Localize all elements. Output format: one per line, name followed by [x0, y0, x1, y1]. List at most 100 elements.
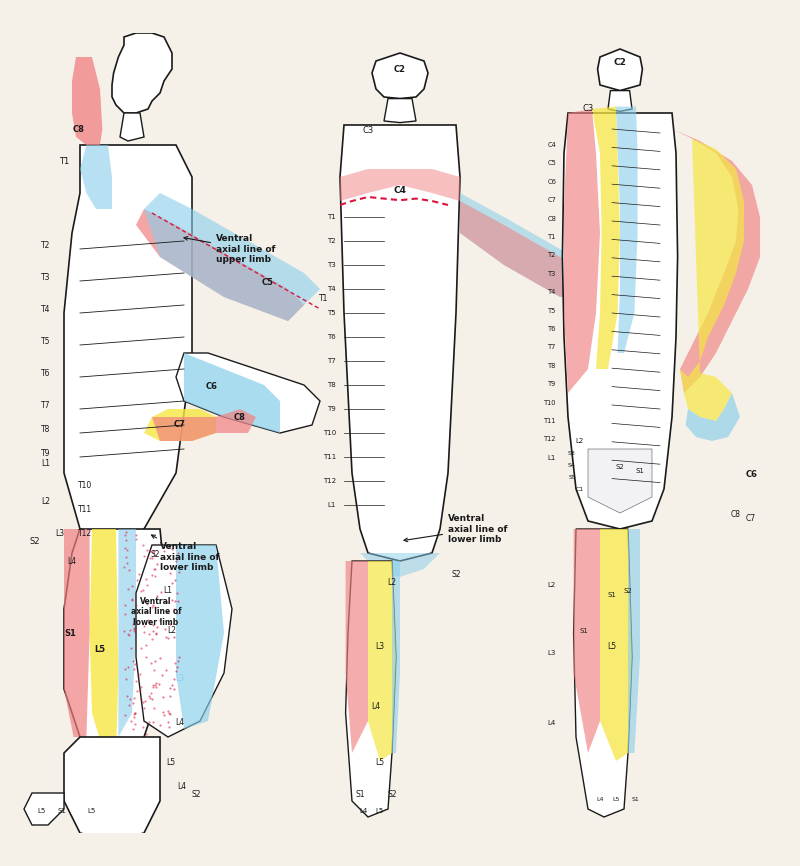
Text: L4: L4 [360, 808, 368, 814]
Text: C1: C1 [576, 487, 584, 492]
Text: L1: L1 [42, 459, 50, 468]
Text: C6: C6 [746, 470, 758, 479]
Polygon shape [176, 353, 320, 433]
Text: T3: T3 [548, 271, 556, 277]
Text: T8: T8 [548, 363, 556, 369]
Polygon shape [460, 193, 608, 297]
Polygon shape [392, 561, 400, 753]
Polygon shape [136, 209, 304, 321]
Polygon shape [372, 53, 428, 99]
Text: C6: C6 [547, 178, 556, 184]
Text: S1: S1 [579, 628, 589, 634]
Text: L3: L3 [55, 528, 64, 538]
Text: T7: T7 [41, 400, 50, 410]
Text: T11: T11 [544, 418, 556, 424]
Text: L1: L1 [328, 502, 336, 508]
Polygon shape [574, 529, 632, 817]
Text: T1: T1 [59, 157, 69, 165]
Text: T5: T5 [41, 337, 50, 346]
Text: C5: C5 [262, 278, 274, 287]
Text: S2: S2 [451, 570, 461, 579]
Text: T2: T2 [327, 238, 336, 244]
Text: Ventral
axial line of
lower limb: Ventral axial line of lower limb [404, 514, 507, 544]
Polygon shape [628, 529, 640, 753]
Text: T9: T9 [41, 449, 50, 457]
Text: T2: T2 [41, 241, 50, 249]
Text: L2: L2 [548, 582, 556, 588]
Text: T4: T4 [548, 289, 556, 295]
Text: T6: T6 [327, 334, 336, 340]
Text: T11: T11 [78, 505, 92, 514]
Text: L2: L2 [42, 496, 50, 506]
Text: S1: S1 [635, 468, 645, 474]
Text: T2: T2 [548, 252, 556, 258]
Text: S2: S2 [616, 464, 624, 470]
Polygon shape [564, 109, 600, 393]
Text: C6: C6 [206, 382, 218, 391]
Text: L5: L5 [166, 758, 176, 767]
Polygon shape [598, 49, 642, 91]
Text: C2: C2 [614, 58, 626, 67]
Polygon shape [346, 561, 368, 753]
Text: T1: T1 [548, 234, 556, 240]
Text: L3: L3 [175, 674, 185, 683]
Text: C8: C8 [234, 413, 246, 423]
Text: T3: T3 [41, 273, 50, 281]
Text: S4: S4 [568, 462, 576, 468]
Text: L5: L5 [375, 758, 385, 767]
Text: Ventral
axial line of
lower limb: Ventral axial line of lower limb [130, 597, 182, 627]
Polygon shape [64, 529, 168, 753]
Text: S2: S2 [150, 550, 160, 559]
Text: C3: C3 [362, 126, 374, 135]
Text: C8: C8 [73, 125, 84, 133]
Text: T9: T9 [548, 381, 556, 387]
Polygon shape [90, 529, 118, 753]
Text: S2: S2 [30, 537, 40, 546]
Text: Ventral
axial line of
upper limb: Ventral axial line of upper limb [184, 234, 275, 264]
Text: C5: C5 [547, 160, 556, 166]
Text: L1: L1 [548, 455, 556, 461]
Polygon shape [686, 393, 740, 441]
Text: L5: L5 [376, 808, 384, 814]
Text: L4: L4 [67, 557, 76, 565]
Text: T10: T10 [78, 481, 92, 489]
Text: L3: L3 [548, 650, 556, 656]
Text: S3: S3 [568, 450, 576, 456]
Text: T7: T7 [548, 345, 556, 351]
Polygon shape [574, 529, 600, 753]
Text: C8: C8 [547, 216, 556, 222]
Polygon shape [112, 33, 172, 113]
Text: L5: L5 [38, 808, 46, 814]
Text: L2: L2 [167, 626, 177, 635]
Text: C7: C7 [746, 514, 755, 523]
Text: T4: T4 [327, 286, 336, 292]
Polygon shape [72, 57, 102, 145]
Polygon shape [176, 545, 224, 729]
Text: S5: S5 [568, 475, 576, 480]
Polygon shape [588, 449, 652, 513]
Text: L2: L2 [576, 437, 584, 443]
Polygon shape [360, 553, 440, 577]
Polygon shape [608, 91, 632, 112]
Text: L4: L4 [596, 797, 604, 802]
Text: L4: L4 [175, 718, 185, 727]
Text: T5: T5 [327, 310, 336, 316]
Polygon shape [592, 107, 620, 369]
Text: S2: S2 [191, 790, 201, 799]
Polygon shape [80, 145, 112, 209]
Text: T1: T1 [319, 294, 329, 303]
Text: C3: C3 [582, 105, 594, 113]
Text: L5: L5 [94, 644, 106, 654]
Polygon shape [64, 145, 192, 545]
Text: T12: T12 [78, 528, 92, 538]
Text: C7: C7 [174, 420, 186, 429]
Text: T7: T7 [327, 358, 336, 364]
Text: T10: T10 [543, 399, 556, 405]
Text: S2: S2 [387, 790, 397, 799]
Text: L2: L2 [387, 578, 397, 587]
Polygon shape [600, 529, 632, 761]
Text: T5: T5 [548, 307, 556, 313]
Polygon shape [64, 529, 90, 737]
Text: L4: L4 [371, 702, 381, 711]
Polygon shape [64, 737, 160, 841]
